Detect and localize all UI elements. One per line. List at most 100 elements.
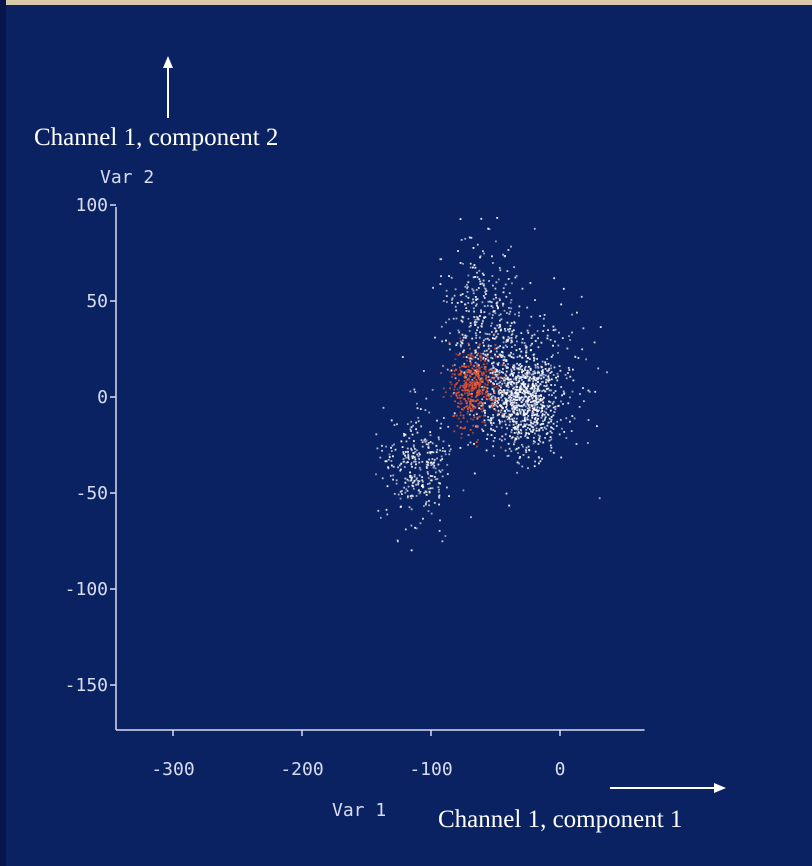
data-point — [442, 447, 444, 449]
data-point — [535, 401, 538, 403]
data-point — [397, 466, 399, 469]
data-point — [523, 412, 526, 414]
right-arrow-icon — [714, 783, 726, 793]
data-point — [501, 377, 504, 380]
data-point — [517, 403, 520, 406]
data-point — [462, 356, 465, 358]
data-point — [515, 349, 518, 352]
data-point — [534, 424, 537, 427]
data-point — [487, 300, 490, 303]
data-point — [501, 407, 504, 410]
data-point — [475, 316, 478, 318]
data-point — [544, 368, 547, 370]
data-point — [379, 516, 382, 519]
data-point — [407, 479, 410, 482]
data-point — [517, 425, 520, 428]
data-point — [534, 364, 537, 367]
data-point — [445, 321, 447, 324]
data-point — [508, 313, 511, 315]
data-point — [403, 466, 406, 468]
data-point — [438, 530, 441, 532]
data-point — [545, 381, 547, 384]
data-point — [547, 375, 550, 378]
data-point — [492, 262, 494, 264]
data-point — [527, 400, 529, 403]
data-point — [483, 252, 485, 255]
data-point — [504, 433, 507, 436]
data-point — [385, 508, 388, 511]
data-point — [454, 400, 456, 403]
data-point — [402, 452, 405, 455]
data-point — [493, 369, 496, 372]
data-point — [580, 295, 583, 298]
data-point — [504, 423, 507, 426]
data-point — [449, 332, 451, 335]
data-point — [392, 455, 394, 458]
data-point — [495, 404, 497, 407]
data-point — [502, 337, 505, 340]
data-point — [473, 472, 476, 475]
data-point — [454, 384, 456, 386]
data-point — [474, 361, 477, 364]
data-point — [526, 306, 529, 309]
data-point — [490, 424, 493, 426]
data-point — [528, 372, 531, 375]
data-point — [516, 396, 519, 399]
data-point — [571, 415, 574, 417]
data-point — [512, 378, 515, 381]
data-point — [482, 279, 485, 282]
data-point — [476, 243, 479, 246]
data-point — [596, 425, 598, 428]
data-point — [486, 353, 489, 356]
data-point — [467, 444, 469, 446]
data-point — [441, 340, 443, 343]
data-point — [491, 322, 493, 325]
data-point — [524, 435, 527, 438]
data-point — [507, 381, 509, 384]
data-point — [429, 479, 432, 482]
data-point — [468, 369, 471, 372]
data-point — [550, 416, 553, 418]
data-point — [492, 310, 495, 313]
data-point — [515, 335, 518, 337]
data-point — [546, 334, 549, 337]
data-point — [470, 400, 472, 403]
data-point — [481, 319, 484, 322]
data-point — [420, 439, 423, 441]
data-point — [492, 445, 494, 448]
data-point — [410, 479, 412, 482]
data-point — [483, 311, 486, 313]
data-point — [412, 495, 414, 498]
data-point — [481, 378, 484, 380]
data-point — [409, 428, 412, 431]
data-point — [401, 490, 403, 492]
data-point — [523, 423, 526, 426]
data-point — [521, 368, 523, 371]
data-point — [466, 412, 469, 415]
data-point — [487, 345, 490, 348]
data-point — [538, 439, 540, 441]
data-point — [411, 455, 413, 458]
data-point — [539, 374, 542, 377]
data-point — [502, 368, 504, 370]
data-point — [463, 387, 466, 389]
data-point — [479, 381, 482, 384]
data-point — [505, 341, 508, 343]
data-point — [417, 420, 420, 423]
data-point — [494, 287, 497, 290]
data-point — [478, 269, 481, 272]
data-point — [467, 317, 470, 320]
data-point — [477, 318, 480, 321]
data-point — [433, 461, 436, 464]
data-point — [499, 420, 501, 423]
data-point — [419, 491, 422, 493]
data-point — [484, 374, 487, 377]
data-point — [476, 354, 478, 357]
data-point — [519, 376, 522, 378]
data-point — [531, 387, 533, 390]
data-point — [482, 371, 485, 374]
data-point — [542, 330, 545, 332]
data-point — [521, 379, 523, 381]
data-point — [540, 399, 543, 402]
data-point — [503, 392, 506, 395]
